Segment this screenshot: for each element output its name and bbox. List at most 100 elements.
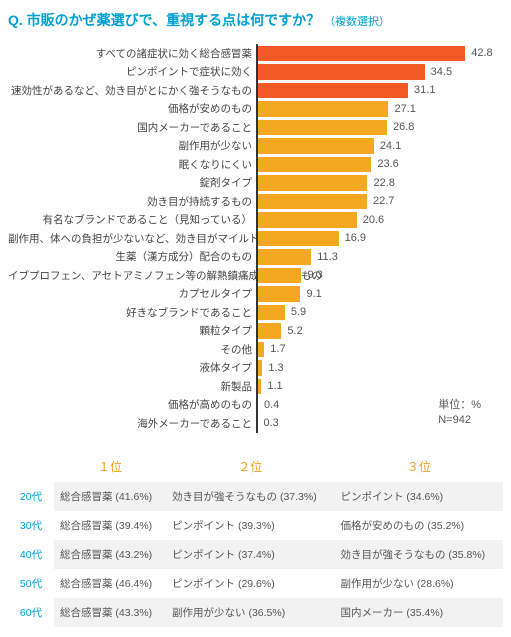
table-row: 40代総合感冒薬 (43.2%)ピンポイント (37.4%)効き目が強そうなもの… [8, 540, 503, 569]
bar-value: 27.1 [394, 103, 415, 115]
bar-wrap: 5.9 [256, 303, 503, 322]
bar-value: 9.3 [307, 269, 322, 281]
bar-wrap: 1.1 [256, 377, 503, 396]
table-header-row: １位 ２位 ３位 [8, 451, 503, 482]
bar-label: カプセルタイプ [8, 286, 256, 301]
bar-label: 効き目が持続するもの [8, 194, 256, 209]
bar [256, 194, 367, 210]
bar-label: その他 [8, 342, 256, 357]
bar-label: 副作用が少ない [8, 138, 256, 153]
question-title: Q. 市販のかぜ薬選びで、重視する点は何ですか？ （複数選択） [8, 10, 503, 30]
bar [256, 175, 367, 191]
rank-cell: 効き目が強そうなもの (35.8%) [335, 540, 504, 569]
bar-label: 好きなブランドであること [8, 305, 256, 320]
bar-label: 液体タイプ [8, 360, 256, 375]
bar-value: 9.1 [306, 288, 321, 300]
bar-label: 価格が高めのもの [8, 397, 256, 412]
table-header-blank [8, 451, 54, 482]
bar-wrap: 23.6 [256, 155, 503, 174]
bar-wrap: 9.1 [256, 285, 503, 304]
bar-wrap: 9.3 [256, 266, 503, 285]
bar-value: 31.1 [414, 84, 435, 96]
bar-label: 有名なブランドであること（見知っている） [8, 212, 256, 227]
bar-value: 16.9 [345, 232, 366, 244]
bar-value: 22.8 [373, 177, 394, 189]
bar-label: 海外メーカーであること [8, 416, 256, 431]
table-header-rank3: ３位 [335, 451, 504, 482]
bar-label: 価格が安めのもの [8, 101, 256, 116]
bar-label: イブプロフェン、アセトアミノフェン等の解熱鎮痛成分配合のもの [8, 268, 256, 283]
bar-label: 顆粒タイプ [8, 323, 256, 338]
bar-label: 速効性があるなど、効き目がとにかく強そうなもの [8, 83, 256, 98]
age-cell: 20代 [8, 482, 54, 511]
bar-value: 1.1 [267, 380, 282, 392]
bar-label: 新製品 [8, 379, 256, 394]
question-prefix: Q. [8, 12, 23, 28]
rank-cell: ピンポイント (29.6%) [166, 569, 334, 598]
age-cell: 50代 [8, 569, 54, 598]
question-text: 市販のかぜ薬選びで、重視する点は何ですか？ [27, 12, 320, 28]
bar-value: 22.7 [373, 195, 394, 207]
bar-value: 0.4 [264, 399, 279, 411]
chart-note: 単位：% N=942 [438, 398, 481, 429]
bar [256, 83, 408, 99]
rank-cell: 総合感冒薬 (39.4%) [54, 511, 166, 540]
bar-chart: すべての諸症状に効く総合感冒薬42.8ピンポイントで症状に効く34.5速効性があ… [8, 44, 503, 433]
rank-cell: 副作用が少ない (36.5%) [166, 598, 334, 627]
bar [256, 286, 300, 302]
bar [256, 120, 387, 136]
bar-value: 26.8 [393, 121, 414, 133]
bar-value: 5.2 [287, 325, 302, 337]
bar [256, 46, 465, 62]
rank-cell: ピンポイント (37.4%) [166, 540, 334, 569]
rank-cell: ピンポイント (39.3%) [166, 511, 334, 540]
bar-value: 20.6 [363, 214, 384, 226]
bar-wrap: 16.9 [256, 229, 503, 248]
rank-cell: 総合感冒薬 (41.6%) [54, 482, 166, 511]
bar-wrap: 34.5 [256, 63, 503, 82]
bar [256, 323, 281, 339]
table-row: 30代総合感冒薬 (39.4%)ピンポイント (39.3%)価格が安めのもの (… [8, 511, 503, 540]
bar-label: 眠くなりにくい [8, 157, 256, 172]
bar-wrap: 22.7 [256, 192, 503, 211]
bar-value: 23.6 [377, 158, 398, 170]
bar-value: 5.9 [291, 306, 306, 318]
bar-value: 42.8 [471, 47, 492, 59]
rank-cell: 効き目が強そうなもの (37.3%) [166, 482, 334, 511]
bar-wrap: 24.1 [256, 137, 503, 156]
bar-label: 副作用、体への負担が少ないなど、効き目がマイルドなもの [8, 231, 256, 246]
bar [256, 157, 371, 173]
rank-cell: 国内メーカー (35.4%) [335, 598, 504, 627]
n-label: N=942 [438, 414, 471, 426]
rank-cell: 総合感冒薬 (46.4%) [54, 569, 166, 598]
bar-wrap: 5.2 [256, 322, 503, 341]
question-sub: （複数選択） [324, 16, 390, 28]
bar-wrap: 1.7 [256, 340, 503, 359]
unit-label: 単位：% [438, 399, 481, 411]
bar-wrap: 26.8 [256, 118, 503, 137]
age-cell: 60代 [8, 598, 54, 627]
table-row: 60代総合感冒薬 (43.3%)副作用が少ない (36.5%)国内メーカー (3… [8, 598, 503, 627]
bar-value: 34.5 [431, 66, 452, 78]
bar-value: 1.7 [270, 343, 285, 355]
rank-cell: 価格が安めのもの (35.2%) [335, 511, 504, 540]
rank-cell: 副作用が少ない (28.6%) [335, 569, 504, 598]
bar [256, 212, 357, 228]
y-axis-line [256, 44, 258, 433]
bar-label: 錠剤タイプ [8, 175, 256, 190]
rank-cell: ピンポイント (34.6%) [335, 482, 504, 511]
age-cell: 40代 [8, 540, 54, 569]
age-ranking-table: １位 ２位 ３位 20代総合感冒薬 (41.6%)効き目が強そうなもの (37.… [8, 451, 503, 627]
bar-value: 1.3 [268, 362, 283, 374]
rank-cell: 総合感冒薬 (43.2%) [54, 540, 166, 569]
table-row: 50代総合感冒薬 (46.4%)ピンポイント (29.6%)副作用が少ない (2… [8, 569, 503, 598]
table-row: 20代総合感冒薬 (41.6%)効き目が強そうなもの (37.3%)ピンポイント… [8, 482, 503, 511]
bar-wrap: 1.3 [256, 359, 503, 378]
bar-label: 生薬（漢方成分）配合のもの [8, 249, 256, 264]
bar [256, 64, 425, 80]
bar-wrap: 11.3 [256, 248, 503, 267]
rank-cell: 総合感冒薬 (43.3%) [54, 598, 166, 627]
bar-label: ピンポイントで症状に効く [8, 64, 256, 79]
bar [256, 101, 388, 117]
age-cell: 30代 [8, 511, 54, 540]
